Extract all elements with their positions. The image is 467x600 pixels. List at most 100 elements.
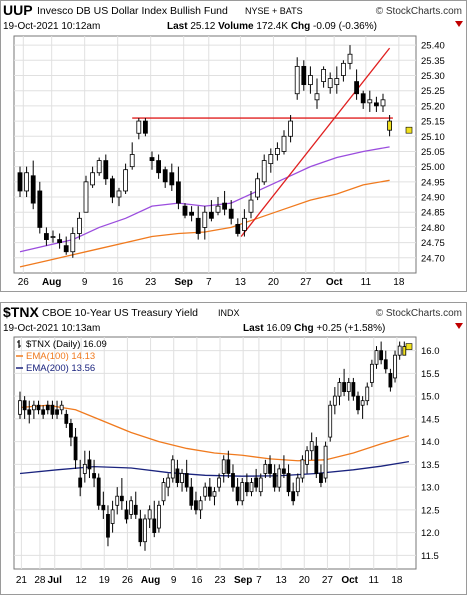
candle-body: [69, 423, 73, 438]
candle-body: [337, 382, 342, 397]
candle-body: [50, 236, 56, 238]
candle: [194, 491, 198, 515]
candle: [360, 90, 366, 109]
candle: [169, 163, 175, 191]
candle-body: [282, 468, 286, 474]
candle: [207, 478, 212, 501]
candle-body: [241, 217, 247, 231]
candle: [184, 459, 189, 492]
brand-label: © StockCharts.com: [376, 308, 462, 319]
chg-value: -0.09 (-0.36%): [313, 21, 377, 32]
candle-body: [354, 81, 360, 95]
candle-body: [17, 172, 23, 192]
candle: [373, 96, 379, 112]
candle-body: [207, 486, 212, 497]
candle-body: [379, 350, 384, 361]
candle: [96, 157, 102, 176]
candle-body: [374, 350, 379, 365]
x-tick-label: 11: [361, 277, 372, 288]
x-tick-label: 9: [171, 575, 177, 586]
y-tick-label: 24.80: [421, 223, 445, 234]
x-tick-label: 21: [16, 575, 28, 586]
candle: [115, 487, 120, 515]
x-tick-label: Oct: [341, 575, 358, 586]
x-tick-label: 7: [206, 277, 212, 288]
candle-body: [189, 211, 195, 216]
candle-body: [274, 148, 280, 155]
candle: [249, 478, 254, 497]
candle: [180, 468, 184, 492]
candle: [136, 118, 142, 140]
candle: [258, 473, 263, 497]
candle: [57, 233, 62, 249]
candle-body: [96, 477, 101, 506]
candle-body: [332, 395, 337, 406]
candle-body: [129, 500, 134, 515]
candle-body: [295, 477, 300, 493]
y-tick-label: 24.85: [421, 208, 445, 219]
candle-body: [248, 199, 254, 213]
candle: [182, 203, 188, 219]
x-tick-label: 11: [369, 575, 380, 586]
candle: [383, 350, 388, 374]
candle: [92, 459, 96, 488]
candle-body: [277, 468, 282, 488]
candle: [288, 115, 294, 143]
x-tick-label: 13: [235, 277, 247, 288]
candle-body: [195, 217, 201, 234]
candle-body: [166, 477, 171, 488]
x-tick-label: 23: [145, 277, 157, 288]
candle: [319, 464, 323, 488]
candle-body: [106, 514, 110, 538]
candle-body: [101, 504, 106, 511]
candle: [217, 473, 221, 492]
y-tick-label: 14.0: [421, 437, 440, 448]
candle: [328, 400, 333, 442]
candle: [78, 459, 83, 497]
candle: [69, 418, 73, 447]
brand-label: © StockCharts.com: [376, 6, 462, 17]
panel-uup: UUP Invesco DB US Dollar Index Bullish Fu…: [0, 0, 467, 292]
candle-body: [263, 463, 268, 474]
candle: [123, 163, 128, 194]
candle-body: [307, 75, 313, 86]
candle: [41, 405, 46, 419]
candle: [255, 172, 261, 201]
fund-name: CBOE 10-Year US Treasury Yield: [42, 307, 198, 319]
candle: [129, 142, 135, 170]
candle: [307, 66, 313, 94]
candle: [82, 450, 87, 483]
candle: [50, 400, 55, 419]
candle: [156, 500, 161, 533]
change-arrow-icon: [455, 21, 463, 27]
x-tick-label: 18: [391, 575, 403, 586]
candle: [124, 500, 129, 524]
candle-body: [323, 445, 328, 479]
candle: [314, 78, 320, 109]
y-tick-label: 13.5: [421, 460, 440, 471]
candle-body: [203, 486, 208, 497]
candle-body: [184, 473, 189, 488]
candle: [356, 391, 360, 415]
candle-body: [44, 233, 49, 240]
candle: [393, 350, 397, 383]
candle-body: [175, 468, 180, 483]
candle-body: [258, 477, 263, 493]
y-tick-label: 25.40: [421, 41, 445, 52]
candle-body: [369, 363, 374, 383]
x-tick-label: Aug: [42, 277, 61, 288]
candle-body: [244, 482, 249, 493]
x-tick-label: 23: [214, 575, 226, 586]
candle-body: [147, 509, 152, 520]
last-label: Last: [167, 21, 188, 32]
y-tick-label: 25.35: [421, 56, 445, 67]
candle: [50, 230, 56, 243]
candle-body: [123, 169, 128, 192]
candle-body: [77, 217, 82, 234]
y-tick-label: 16.0: [421, 346, 440, 357]
candle-body: [57, 239, 62, 244]
chg-label: Chg: [294, 323, 313, 334]
candle-body: [156, 504, 161, 529]
candle-body: [136, 120, 142, 134]
